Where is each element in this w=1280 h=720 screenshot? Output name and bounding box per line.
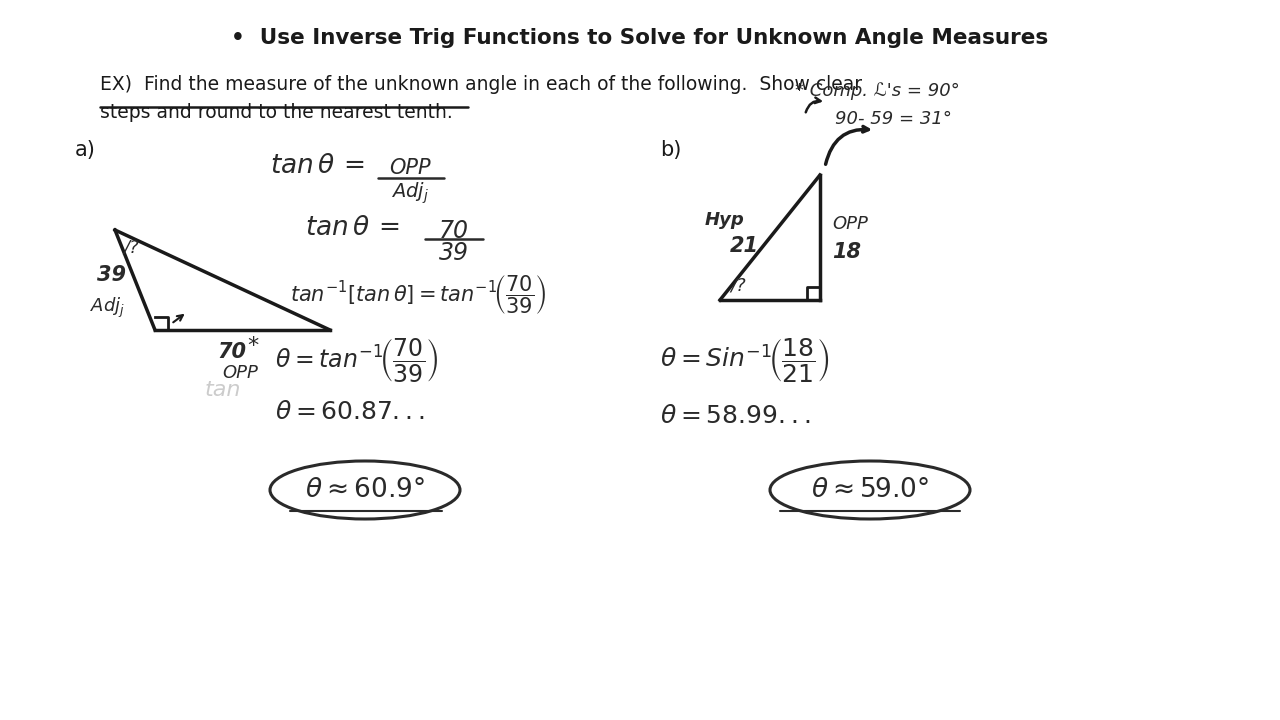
Text: $tan\,\theta\, =$: $tan\,\theta\, =$ bbox=[270, 153, 365, 179]
Text: $\theta \approx 60.9°$: $\theta \approx 60.9°$ bbox=[305, 477, 425, 503]
Text: EX)  Find the measure of the unknown angle in each of the following.  Show clear: EX) Find the measure of the unknown angl… bbox=[100, 75, 863, 94]
Text: * Comp. ℒ's = 90°: * Comp. ℒ's = 90° bbox=[795, 82, 960, 100]
Text: OPP: OPP bbox=[389, 158, 431, 178]
Text: b): b) bbox=[660, 140, 681, 160]
Text: $tan\,\theta\, =$: $tan\,\theta\, =$ bbox=[305, 215, 399, 241]
Text: /?: /? bbox=[730, 276, 746, 294]
Text: 70: 70 bbox=[218, 342, 247, 362]
Text: 39: 39 bbox=[97, 265, 125, 285]
Text: $\theta = Sin^{-1}\!\left(\dfrac{18}{21}\right)$: $\theta = Sin^{-1}\!\left(\dfrac{18}{21}… bbox=[660, 336, 829, 384]
Text: 18: 18 bbox=[832, 242, 861, 262]
Text: $\theta = tan^{-1}\!\left(\dfrac{70}{39}\right)$: $\theta = tan^{-1}\!\left(\dfrac{70}{39}… bbox=[275, 336, 439, 384]
Text: tan: tan bbox=[205, 380, 242, 400]
Text: /?: /? bbox=[123, 238, 138, 256]
Text: $\theta = 58.99...$: $\theta = 58.99...$ bbox=[660, 404, 810, 428]
Text: 21: 21 bbox=[730, 236, 759, 256]
Text: $tan^{-1}[tan\,\theta] = tan^{-1}\!\left(\dfrac{70}{39}\right)$: $tan^{-1}[tan\,\theta] = tan^{-1}\!\left… bbox=[291, 273, 547, 316]
Text: •  Use Inverse Trig Functions to Solve for Unknown Angle Measures: • Use Inverse Trig Functions to Solve fo… bbox=[232, 28, 1048, 48]
Text: steps and round to the nearest tenth.: steps and round to the nearest tenth. bbox=[100, 103, 453, 122]
Text: Hyp: Hyp bbox=[705, 211, 745, 229]
Text: 90- 59 = 31°: 90- 59 = 31° bbox=[835, 110, 952, 128]
Text: $\theta \approx 59.0°$: $\theta \approx 59.0°$ bbox=[810, 477, 929, 503]
Text: $Adj_j$: $Adj_j$ bbox=[90, 296, 125, 320]
Text: a): a) bbox=[76, 140, 96, 160]
Text: *: * bbox=[247, 336, 259, 356]
Text: OPP: OPP bbox=[832, 215, 868, 233]
Text: 39: 39 bbox=[439, 241, 468, 265]
Text: OPP: OPP bbox=[221, 364, 259, 382]
Text: $Adj_j$: $Adj_j$ bbox=[390, 180, 429, 205]
Text: 70: 70 bbox=[439, 219, 468, 243]
Text: $\theta = 60.87...$: $\theta = 60.87...$ bbox=[275, 400, 425, 424]
